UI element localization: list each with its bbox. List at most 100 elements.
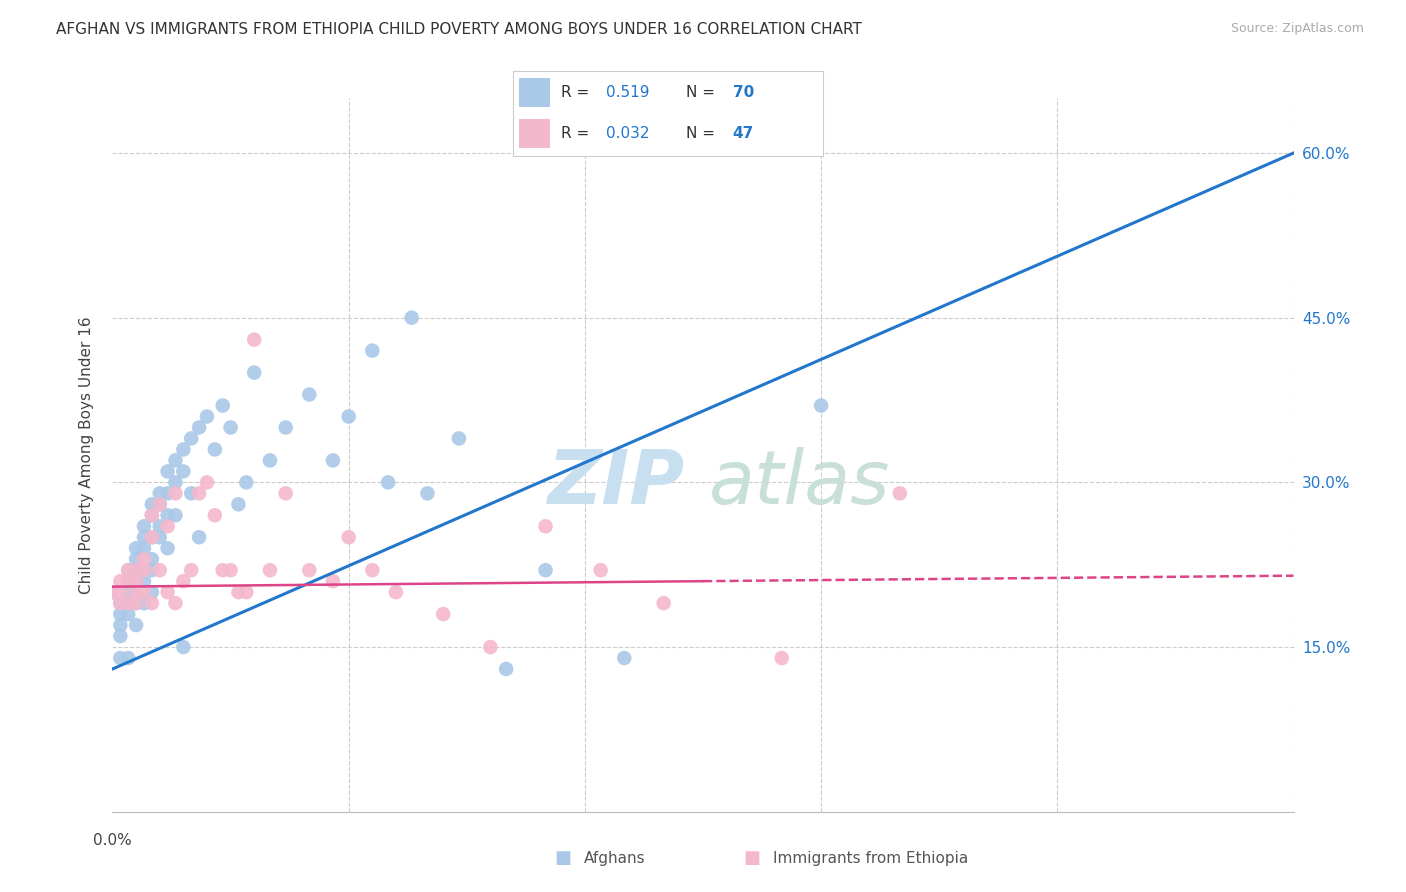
Point — [180, 486, 202, 500]
Point — [770, 651, 793, 665]
Point — [125, 563, 148, 577]
Point — [149, 563, 172, 577]
Point — [156, 464, 179, 478]
Point — [259, 453, 281, 467]
Point — [132, 563, 155, 577]
Point — [117, 574, 139, 589]
Point — [117, 596, 139, 610]
Point — [132, 574, 155, 589]
Point — [132, 530, 155, 544]
Point — [125, 596, 148, 610]
Point — [132, 563, 155, 577]
Point — [141, 552, 163, 566]
Point — [228, 497, 250, 511]
Point — [117, 651, 139, 665]
Text: atlas: atlas — [709, 448, 890, 519]
Point — [149, 530, 172, 544]
Point — [141, 508, 163, 523]
Point — [132, 585, 155, 599]
Point — [432, 607, 454, 621]
Point — [211, 399, 233, 413]
Point — [132, 552, 155, 566]
Point — [298, 387, 321, 401]
Point — [172, 442, 194, 457]
Point — [125, 563, 148, 577]
Point — [125, 541, 148, 556]
Point — [228, 585, 250, 599]
Point — [110, 618, 132, 632]
Point — [495, 662, 517, 676]
Point — [416, 486, 439, 500]
Point — [447, 432, 470, 446]
Point — [534, 519, 557, 533]
Point — [243, 333, 266, 347]
Point — [156, 486, 179, 500]
Point — [141, 563, 163, 577]
Point — [125, 585, 148, 599]
Point — [172, 464, 194, 478]
Point — [117, 585, 139, 599]
Point — [361, 343, 384, 358]
Text: ■: ■ — [744, 849, 761, 867]
Point — [110, 629, 132, 643]
Point — [889, 486, 911, 500]
Point — [180, 563, 202, 577]
Point — [125, 585, 148, 599]
Point — [149, 497, 172, 511]
Point — [165, 508, 187, 523]
Point — [149, 497, 172, 511]
Text: N =: N = — [686, 126, 720, 141]
Point — [652, 596, 675, 610]
Text: Immigrants from Ethiopia: Immigrants from Ethiopia — [773, 851, 969, 865]
Point — [172, 640, 194, 654]
Point — [101, 585, 124, 599]
Text: 0.032: 0.032 — [606, 126, 650, 141]
Point — [188, 486, 211, 500]
Point — [259, 563, 281, 577]
Point — [243, 366, 266, 380]
Point — [479, 640, 502, 654]
Point — [337, 409, 360, 424]
Point — [188, 530, 211, 544]
Point — [211, 563, 233, 577]
Point — [141, 508, 163, 523]
Point — [117, 563, 139, 577]
Point — [322, 453, 344, 467]
Point — [219, 563, 242, 577]
Point — [204, 442, 226, 457]
Text: Afghans: Afghans — [583, 851, 645, 865]
Point — [141, 530, 163, 544]
Point — [101, 585, 124, 599]
Point — [125, 618, 148, 632]
Point — [110, 574, 132, 589]
Point — [274, 486, 297, 500]
Point — [110, 596, 132, 610]
Bar — [519, 119, 550, 147]
Point — [235, 475, 257, 490]
Point — [156, 519, 179, 533]
Point — [810, 399, 832, 413]
Point — [110, 585, 132, 599]
Point — [401, 310, 423, 325]
Text: AFGHAN VS IMMIGRANTS FROM ETHIOPIA CHILD POVERTY AMONG BOYS UNDER 16 CORRELATION: AFGHAN VS IMMIGRANTS FROM ETHIOPIA CHILD… — [56, 22, 862, 37]
Text: ■: ■ — [554, 849, 571, 867]
Text: R =: R = — [561, 85, 595, 100]
Point — [110, 607, 132, 621]
Point — [141, 596, 163, 610]
Point — [156, 508, 179, 523]
Point — [117, 563, 139, 577]
Point — [125, 596, 148, 610]
Point — [165, 486, 187, 500]
Point — [172, 574, 194, 589]
Point — [141, 585, 163, 599]
Point — [149, 486, 172, 500]
Text: 47: 47 — [733, 126, 754, 141]
Point — [132, 541, 155, 556]
Point — [165, 596, 187, 610]
Point — [298, 563, 321, 577]
Point — [125, 574, 148, 589]
Point — [188, 420, 211, 434]
Point — [534, 563, 557, 577]
Point — [361, 563, 384, 577]
Point — [337, 530, 360, 544]
